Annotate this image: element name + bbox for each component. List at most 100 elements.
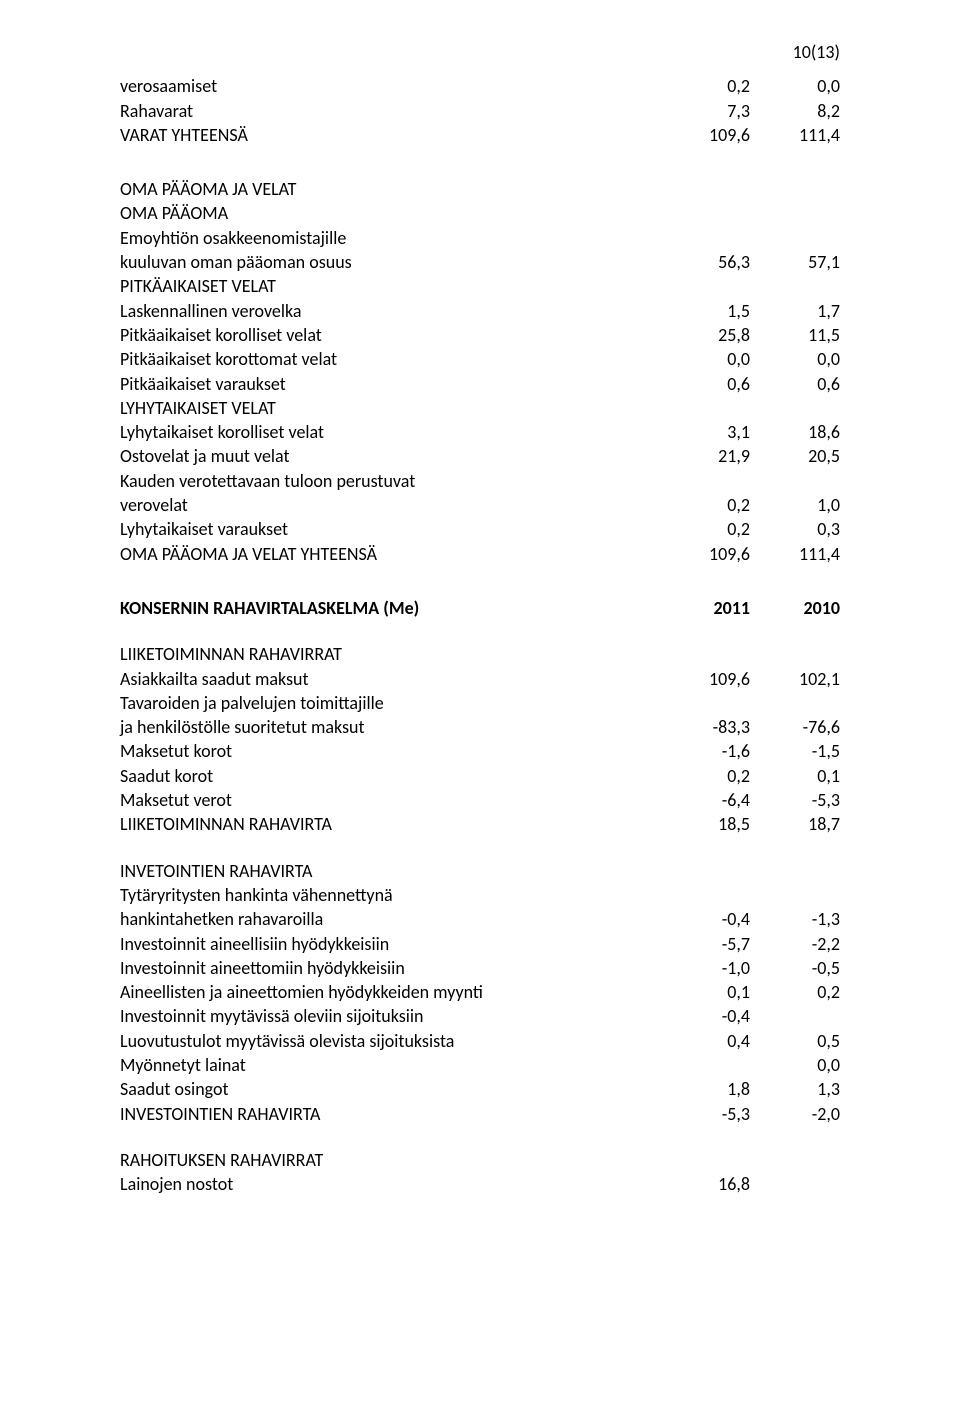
table-row: LIIKETOIMINNAN RAHAVIRTA 18,5 18,7 [120, 812, 840, 836]
heading-text: OMA PÄÄOMA [120, 201, 660, 225]
row-value-2: 0,0 [750, 347, 840, 371]
table-row: Pitkäaikaiset korottomat velat 0,0 0,0 [120, 347, 840, 371]
row-value-1: 0,1 [660, 980, 750, 1004]
table-row: hankintahetken rahavaroilla -0,4 -1,3 [120, 907, 840, 931]
row-value-1: 21,9 [660, 444, 750, 468]
section-heading: RAHOITUKSEN RAHAVIRRAT [120, 1148, 840, 1172]
row-label: Pitkäaikaiset korolliset velat [120, 323, 660, 347]
table-row: Myönnetyt lainat 0,0 [120, 1053, 840, 1077]
table-row: kuuluvan oman pääoman osuus 56,3 57,1 [120, 250, 840, 274]
table-row: Pitkäaikaiset varaukset 0,6 0,6 [120, 372, 840, 396]
row-value-2: -1,5 [750, 739, 840, 763]
row-label: kuuluvan oman pääoman osuus [120, 250, 660, 274]
row-value-1: 0,2 [660, 517, 750, 541]
row-value-1: 109,6 [660, 542, 750, 566]
row-value-2: 18,7 [750, 812, 840, 836]
row-value-2: -76,6 [750, 715, 840, 739]
row-value-1: 0,0 [660, 347, 750, 371]
row-label: OMA PÄÄOMA JA VELAT YHTEENSÄ [120, 542, 660, 566]
cashflow-heading: KONSERNIN RAHAVIRTALASKELMA (Me) 2011 20… [120, 596, 840, 620]
row-label: Rahavarat [120, 99, 660, 123]
row-label: Lainojen nostot [120, 1172, 660, 1196]
row-value-2: 1,3 [750, 1077, 840, 1101]
row-value-1: 0,4 [660, 1029, 750, 1053]
row-value-1: 1,8 [660, 1077, 750, 1101]
row-label: Tavaroiden ja palvelujen toimittajille [120, 691, 660, 715]
row-value-2: 102,1 [750, 667, 840, 691]
row-value-1: 109,6 [660, 123, 750, 147]
row-label: Asiakkailta saadut maksut [120, 667, 660, 691]
table-row: Saadut korot 0,2 0,1 [120, 764, 840, 788]
row-value-2: -5,3 [750, 788, 840, 812]
row-label: Luovutustulot myytävissä olevista sijoit… [120, 1029, 660, 1053]
row-label: Tytäryritysten hankinta vähennettynä [120, 883, 660, 907]
row-value-1: 1,5 [660, 299, 750, 323]
table-row: Luovutustulot myytävissä olevista sijoit… [120, 1029, 840, 1053]
section-heading: INVETOINTIEN RAHAVIRTA [120, 859, 840, 883]
row-label: Ostovelat ja muut velat [120, 444, 660, 468]
row-label: Kauden verotettavaan tuloon perustuvat [120, 469, 660, 493]
row-value-1: 3,1 [660, 420, 750, 444]
table-row: Ostovelat ja muut velat 21,9 20,5 [120, 444, 840, 468]
row-label: Myönnetyt lainat [120, 1053, 660, 1077]
row-value-2: 0,0 [750, 74, 840, 98]
table-row: OMA PÄÄOMA JA VELAT YHTEENSÄ 109,6 111,4 [120, 542, 840, 566]
heading-text: LIIKETOIMINNAN RAHAVIRRAT [120, 642, 660, 666]
heading-text: INVETOINTIEN RAHAVIRTA [120, 859, 660, 883]
table-row: PITKÄAIKAISET VELAT [120, 274, 840, 298]
row-value-2: 0,1 [750, 764, 840, 788]
heading-text: RAHOITUKSEN RAHAVIRRAT [120, 1148, 660, 1172]
row-value-1: 18,5 [660, 812, 750, 836]
table-row: Asiakkailta saadut maksut 109,6 102,1 [120, 667, 840, 691]
row-label: Lyhytaikaiset varaukset [120, 517, 660, 541]
table-row: Maksetut korot -1,6 -1,5 [120, 739, 840, 763]
row-value-2: -0,5 [750, 956, 840, 980]
heading-text: OMA PÄÄOMA JA VELAT [120, 177, 660, 201]
row-value-2: 0,6 [750, 372, 840, 396]
row-value-1: 0,2 [660, 764, 750, 788]
row-value-2: 20,5 [750, 444, 840, 468]
section-heading: OMA PÄÄOMA [120, 201, 840, 225]
section-heading: LIIKETOIMINNAN RAHAVIRRAT [120, 642, 840, 666]
document-page: 10(13) verosaamiset 0,2 0,0 Rahavarat 7,… [0, 0, 960, 1401]
table-row: Aineellisten ja aineettomien hyödykkeide… [120, 980, 840, 1004]
table-row: Lyhytaikaiset varaukset 0,2 0,3 [120, 517, 840, 541]
row-value-1: 0,2 [660, 74, 750, 98]
row-value-2: 57,1 [750, 250, 840, 274]
row-value-1: 56,3 [660, 250, 750, 274]
table-row: Investoinnit aineettomiin hyödykkeisiin … [120, 956, 840, 980]
row-label: ja henkilöstölle suoritetut maksut [120, 715, 660, 739]
table-row: Saadut osingot 1,8 1,3 [120, 1077, 840, 1101]
row-value-1: 109,6 [660, 667, 750, 691]
row-value-2: 0,0 [750, 1053, 840, 1077]
heading-text: KONSERNIN RAHAVIRTALASKELMA (Me) [120, 596, 660, 620]
row-value-2: 8,2 [750, 99, 840, 123]
row-value-1: -0,4 [660, 907, 750, 931]
row-value-1: -6,4 [660, 788, 750, 812]
row-label: verosaamiset [120, 74, 660, 98]
row-label: Investoinnit myytävissä oleviin sijoituk… [120, 1004, 660, 1028]
row-value-1: 0,6 [660, 372, 750, 396]
row-label: Emoyhtiön osakkeenomistajille [120, 226, 660, 250]
row-value-1: -5,3 [660, 1102, 750, 1126]
page-number: 10(13) [120, 40, 840, 64]
table-row: VARAT YHTEENSÄ 109,6 111,4 [120, 123, 840, 147]
row-value-1: -83,3 [660, 715, 750, 739]
row-label: LYHYTAIKAISET VELAT [120, 396, 660, 420]
year-col-1: 2011 [660, 596, 750, 620]
row-value-2: 0,5 [750, 1029, 840, 1053]
row-label: Saadut osingot [120, 1077, 660, 1101]
table-row: Lyhytaikaiset korolliset velat 3,1 18,6 [120, 420, 840, 444]
row-label: PITKÄAIKAISET VELAT [120, 274, 660, 298]
row-label: LIIKETOIMINNAN RAHAVIRTA [120, 812, 660, 836]
row-value-1: -1,0 [660, 956, 750, 980]
row-label: Investoinnit aineellisiin hyödykkeisiin [120, 932, 660, 956]
row-label: hankintahetken rahavaroilla [120, 907, 660, 931]
table-row: Maksetut verot -6,4 -5,3 [120, 788, 840, 812]
table-row: Rahavarat 7,3 8,2 [120, 99, 840, 123]
table-row: Kauden verotettavaan tuloon perustuvat [120, 469, 840, 493]
row-label: Aineellisten ja aineettomien hyödykkeide… [120, 980, 660, 1004]
table-row: Investoinnit aineellisiin hyödykkeisiin … [120, 932, 840, 956]
row-label: Saadut korot [120, 764, 660, 788]
table-row: Investoinnit myytävissä oleviin sijoituk… [120, 1004, 840, 1028]
